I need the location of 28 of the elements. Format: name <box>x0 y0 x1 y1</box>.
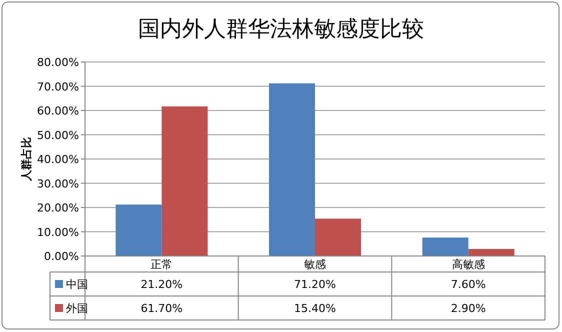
y-tick-label: 70.00% <box>37 80 79 94</box>
x-tick-label: 高敏感 <box>452 258 485 271</box>
data-label: 7.60% <box>450 278 486 291</box>
data-label: 21.20% <box>140 278 183 291</box>
bar <box>468 248 514 256</box>
y-axis-title: 人群占比 <box>20 137 33 182</box>
y-tick-label: 20.00% <box>37 202 79 214</box>
data-label: 2.90% <box>450 302 486 315</box>
y-tick-label: 80.00% <box>37 56 79 69</box>
bar <box>422 238 468 256</box>
legend-label: 中国 <box>66 278 88 291</box>
bar <box>315 218 361 256</box>
data-label: 71.20% <box>294 278 336 291</box>
y-tick-label: 10.00% <box>37 226 79 239</box>
bar <box>269 83 315 256</box>
x-tick-label: 敏感 <box>304 258 326 271</box>
x-tick-label: 正常 <box>150 258 173 271</box>
y-tick-label: 40.00% <box>37 153 79 166</box>
y-tick-label: 60.00% <box>37 104 79 118</box>
data-label: 15.40% <box>294 302 336 315</box>
bar <box>116 204 162 256</box>
legend-label: 外国 <box>66 302 88 315</box>
y-tick-label: 50.00% <box>37 128 79 142</box>
bar <box>162 106 208 256</box>
y-tick-label: 0.00% <box>44 250 79 263</box>
chart-title: 国内外人群华法林敏感度比较 <box>138 17 424 42</box>
y-tick-label: 30.00% <box>37 177 79 190</box>
data-label: 61.70% <box>140 302 183 315</box>
